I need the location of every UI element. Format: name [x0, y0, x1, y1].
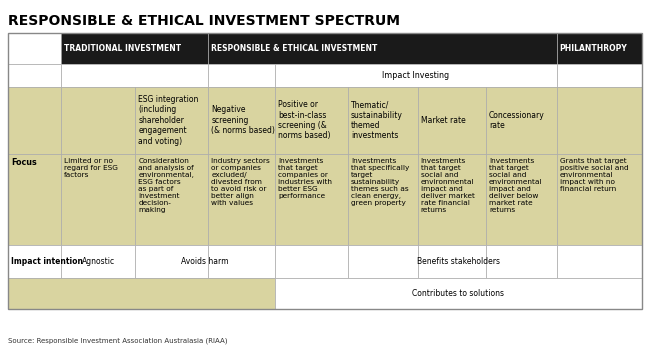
- Bar: [348, 87, 417, 154]
- Bar: [8, 33, 60, 64]
- Text: Limited or no
regard for ESG
factors: Limited or no regard for ESG factors: [64, 158, 118, 178]
- Bar: [60, 33, 209, 64]
- Text: PHILANTHROPY: PHILANTHROPY: [559, 44, 627, 53]
- Text: RESPONSIBLE & ETHICAL INVESTMENT: RESPONSIBLE & ETHICAL INVESTMENT: [211, 44, 378, 53]
- Text: RESPONSIBLE & ETHICAL INVESTMENT SPECTRUM: RESPONSIBLE & ETHICAL INVESTMENT SPECTRU…: [8, 14, 400, 28]
- Text: Grants that target
positive social and
environmental
impact with no
financial re: Grants that target positive social and e…: [560, 158, 629, 192]
- Bar: [348, 154, 417, 245]
- Text: Investments
that specifically
target
sustainability
themes such as
clean energy,: Investments that specifically target sus…: [351, 158, 410, 206]
- Bar: [275, 154, 348, 245]
- Text: Impact intention: Impact intention: [11, 257, 83, 266]
- Text: Consideration
and analysis of
environmental,
ESG factors
as part of
investment
d: Consideration and analysis of environmen…: [138, 158, 194, 213]
- Bar: [557, 245, 642, 278]
- Bar: [8, 87, 60, 154]
- Bar: [417, 154, 486, 245]
- Bar: [209, 33, 557, 64]
- Bar: [8, 245, 60, 278]
- Bar: [275, 278, 642, 309]
- Text: Negative
screening
(& norms based): Negative screening (& norms based): [211, 106, 275, 135]
- Bar: [486, 154, 557, 245]
- Bar: [135, 154, 209, 245]
- Text: Investments
that target
social and
environmental
impact and
deliver market
rate : Investments that target social and envir…: [421, 158, 474, 213]
- Bar: [60, 245, 135, 278]
- Bar: [275, 245, 348, 278]
- Bar: [557, 33, 642, 64]
- Bar: [557, 87, 642, 154]
- Bar: [275, 87, 348, 154]
- Bar: [209, 154, 275, 245]
- Text: Source: Responsible Investment Association Australasia (RIAA): Source: Responsible Investment Associati…: [8, 338, 228, 344]
- Bar: [209, 64, 275, 87]
- Bar: [486, 245, 557, 278]
- Bar: [8, 64, 60, 87]
- Bar: [275, 64, 557, 87]
- Text: Positive or
best-in-class
screening (&
norms based): Positive or best-in-class screening (& n…: [278, 100, 330, 140]
- Text: Contributes to solutions: Contributes to solutions: [413, 289, 504, 298]
- Bar: [8, 154, 60, 245]
- Bar: [8, 33, 642, 309]
- Text: Avoids harm: Avoids harm: [181, 257, 229, 266]
- Text: TRADITIONAL INVESTMENT: TRADITIONAL INVESTMENT: [64, 44, 181, 53]
- Text: Market rate: Market rate: [421, 116, 465, 125]
- Bar: [557, 154, 642, 245]
- Text: Agnostic: Agnostic: [81, 257, 114, 266]
- Text: Impact Investing: Impact Investing: [382, 71, 450, 80]
- Bar: [60, 87, 135, 154]
- Text: Concessionary
rate: Concessionary rate: [489, 111, 545, 130]
- Text: Benefits stakeholders: Benefits stakeholders: [417, 257, 500, 266]
- Bar: [135, 245, 209, 278]
- Text: Investments
that target
companies or
industries with
better ESG
performance: Investments that target companies or ind…: [278, 158, 332, 199]
- Bar: [135, 87, 209, 154]
- Text: ESG integration
(including
shareholder
engagement
and voting): ESG integration (including shareholder e…: [138, 95, 199, 146]
- Text: Industry sectors
or companies
excluded/
divested from
to avoid risk or
better al: Industry sectors or companies excluded/ …: [211, 158, 270, 206]
- Bar: [209, 245, 275, 278]
- Bar: [8, 278, 275, 309]
- Text: Focus: Focus: [11, 158, 37, 167]
- Bar: [348, 245, 417, 278]
- Bar: [557, 64, 642, 87]
- Bar: [486, 87, 557, 154]
- Bar: [417, 87, 486, 154]
- Text: Thematic/
sustainability
themed
investments: Thematic/ sustainability themed investme…: [351, 100, 403, 140]
- Bar: [209, 87, 275, 154]
- Bar: [60, 154, 135, 245]
- Bar: [417, 245, 486, 278]
- Text: Investments
that target
social and
environmental
impact and
deliver below
market: Investments that target social and envir…: [489, 158, 543, 213]
- Bar: [60, 64, 209, 87]
